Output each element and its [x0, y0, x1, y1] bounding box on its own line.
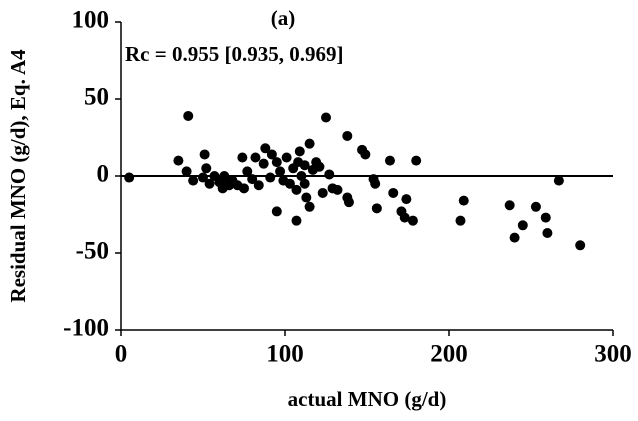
- y-tick-label: 50: [84, 84, 109, 111]
- point: [317, 187, 328, 198]
- point: [455, 215, 466, 226]
- point: [250, 152, 261, 163]
- point: [371, 203, 382, 214]
- point: [198, 172, 208, 183]
- point: [294, 146, 305, 157]
- point: [332, 184, 343, 195]
- point: [299, 178, 310, 189]
- y-tick-label: 100: [72, 7, 110, 34]
- point: [407, 215, 418, 226]
- point: [504, 200, 515, 211]
- point: [343, 197, 354, 208]
- point: [411, 155, 422, 166]
- point: [301, 192, 312, 203]
- point: [370, 178, 381, 189]
- y-tick-label: 0: [97, 161, 110, 188]
- point: [384, 155, 395, 166]
- point: [253, 180, 264, 191]
- chart-title: (a): [271, 6, 296, 30]
- point: [401, 194, 412, 205]
- point: [324, 169, 335, 180]
- x-tick-label: 100: [266, 341, 304, 368]
- point: [201, 163, 212, 174]
- point: [181, 166, 192, 177]
- point: [575, 240, 586, 251]
- point: [284, 178, 295, 189]
- point: [237, 152, 248, 163]
- point: [204, 178, 215, 189]
- point: [304, 138, 315, 149]
- point: [388, 187, 399, 198]
- point: [247, 174, 258, 185]
- point: [266, 149, 277, 160]
- point: [291, 184, 302, 195]
- point: [542, 227, 553, 238]
- y-tick-label: -50: [76, 238, 109, 265]
- point: [530, 201, 541, 212]
- x-tick-label: 300: [594, 341, 632, 368]
- point: [173, 155, 184, 166]
- point: [360, 149, 371, 160]
- x-tick-label: 0: [115, 341, 128, 368]
- y-axis-label: Residual MNO (g/d), Eq. A4: [6, 49, 30, 303]
- point: [258, 158, 269, 169]
- y-tick-label: -100: [63, 315, 109, 342]
- point: [540, 212, 551, 223]
- point: [458, 195, 469, 206]
- point: [265, 172, 276, 183]
- annotation: Rc = 0.955 [0.935, 0.969]: [125, 42, 343, 66]
- point: [188, 175, 199, 186]
- point: [124, 172, 135, 183]
- point: [342, 130, 353, 141]
- point: [271, 157, 282, 168]
- point: [291, 215, 302, 226]
- point: [183, 110, 194, 121]
- point: [314, 161, 325, 172]
- point: [260, 143, 271, 154]
- point: [281, 152, 292, 163]
- point: [399, 212, 410, 223]
- x-tick-label: 200: [430, 341, 468, 368]
- point: [242, 166, 253, 177]
- point: [304, 201, 315, 212]
- point: [296, 171, 307, 181]
- point: [321, 112, 331, 123]
- point: [299, 160, 310, 171]
- point: [199, 149, 210, 160]
- point: [509, 232, 520, 243]
- x-axis-label: actual MNO (g/d): [288, 387, 447, 411]
- point: [271, 206, 282, 217]
- point: [239, 183, 249, 194]
- point: [553, 175, 564, 186]
- point: [517, 220, 528, 231]
- point: [275, 166, 286, 177]
